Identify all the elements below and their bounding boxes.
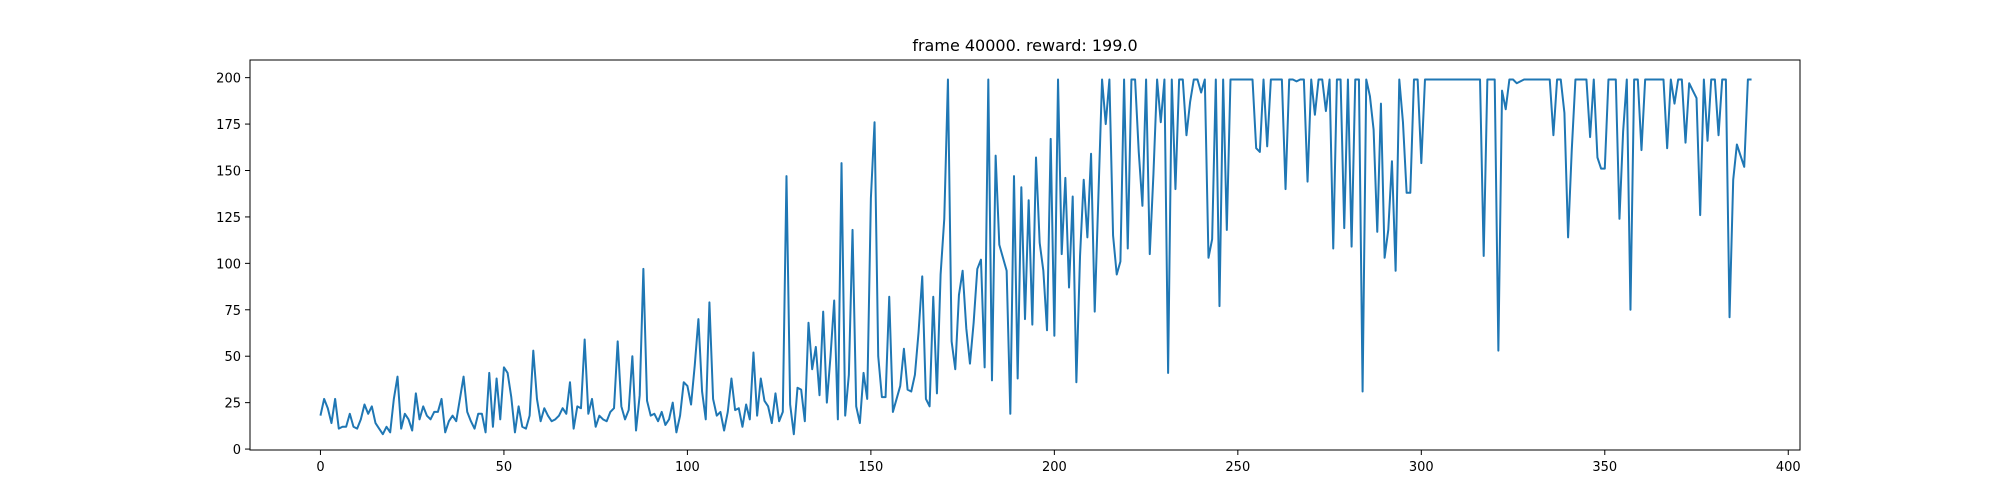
x-tick-label: 150 bbox=[858, 460, 883, 475]
y-tick-label: 50 bbox=[224, 350, 241, 365]
series-line bbox=[319, 78, 1752, 436]
chart-title: frame 40000. reward: 199.0 bbox=[912, 36, 1137, 55]
y-tick-label: 25 bbox=[224, 397, 241, 412]
x-tick-label: 400 bbox=[1776, 460, 1801, 475]
x-tick-label: 250 bbox=[1225, 460, 1250, 475]
plot-area: 0 50 100 150 200 250 300 350 400 0 25 50 75 100 125 150… bbox=[216, 59, 1801, 475]
y-tick-label: 0 bbox=[233, 443, 241, 458]
x-tick-label: 0 bbox=[316, 460, 324, 475]
y-tick-label: 100 bbox=[216, 257, 241, 272]
y-tick-label: 200 bbox=[216, 72, 241, 87]
y-tick-label: 175 bbox=[216, 118, 241, 133]
y-tick-label: 125 bbox=[216, 211, 241, 226]
x-tick-label: 100 bbox=[675, 460, 700, 475]
x-tick-label: 50 bbox=[496, 460, 513, 475]
y-tick-label: 75 bbox=[224, 304, 241, 319]
x-tick-label: 350 bbox=[1592, 460, 1617, 475]
plot-frame bbox=[249, 59, 1801, 451]
x-tick-label: 200 bbox=[1042, 460, 1067, 475]
x-tick-label: 300 bbox=[1409, 460, 1434, 475]
y-tick-label: 150 bbox=[216, 165, 241, 180]
